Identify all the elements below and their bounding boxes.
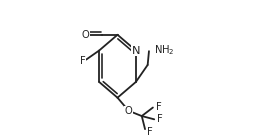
Text: F: F <box>147 127 153 137</box>
Text: N: N <box>132 46 140 55</box>
Text: F: F <box>156 102 162 112</box>
Text: O: O <box>125 106 133 116</box>
Text: F: F <box>80 56 85 66</box>
Text: NH$_2$: NH$_2$ <box>154 43 175 57</box>
Text: O: O <box>81 30 89 40</box>
Text: F: F <box>157 114 163 124</box>
